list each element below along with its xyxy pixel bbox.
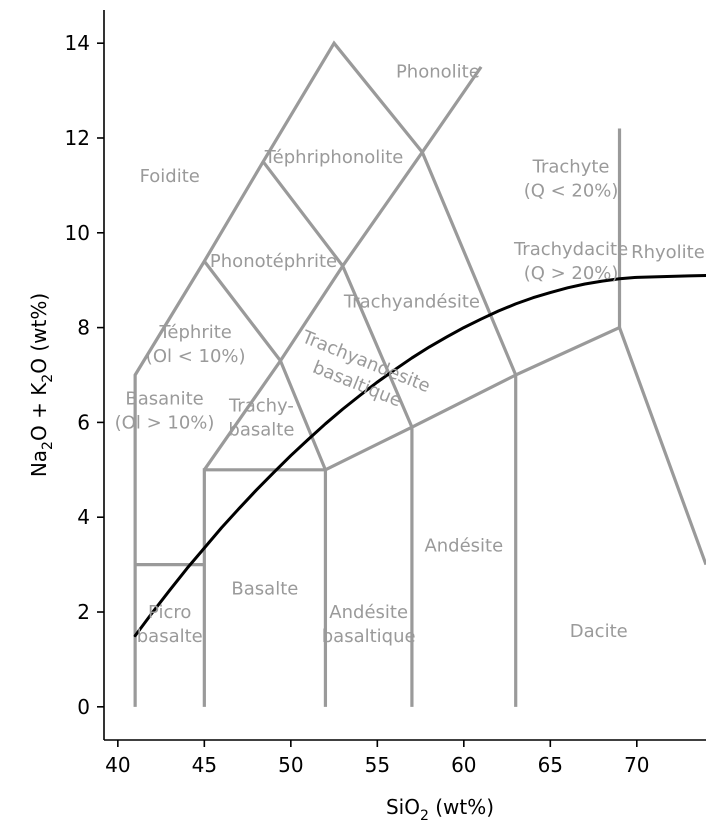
- region-label-0: Phonolite: [396, 62, 480, 83]
- region-label-5: Rhyolite: [631, 242, 705, 263]
- region-label-line: Basanite: [125, 389, 203, 410]
- y-ticks: 0 2 4 6 8 10 12 14: [65, 31, 104, 719]
- x-tick-label: 40: [105, 753, 130, 777]
- region-label-12: Andésite: [424, 536, 503, 557]
- region-label-11: Trachy-basalte: [228, 396, 294, 441]
- region-label-line: (Q < 20%): [524, 180, 619, 201]
- boundary-line-8: [203, 260, 414, 428]
- region-label-line: Téphriphonolite: [264, 147, 404, 168]
- y-label-part1: Na: [27, 450, 51, 477]
- region-label-line: Andésite: [329, 602, 408, 623]
- y-tick-label: 0: [77, 695, 90, 719]
- region-label-line: Basalte: [231, 578, 298, 599]
- x-axis-label: SiO2 (wt%): [386, 795, 494, 824]
- y-tick-label: 2: [77, 600, 90, 624]
- region-label-line: basaltique: [322, 626, 416, 647]
- y-label-sub2: 2: [40, 374, 56, 383]
- region-label-6: Phonotéphrite: [210, 251, 337, 272]
- y-tick-label: 8: [77, 316, 90, 340]
- region-label-line: (Ol < 10%): [146, 346, 246, 367]
- boundary-line-9: [261, 65, 483, 269]
- region-label-line: Trachyte: [532, 156, 610, 177]
- x-tick-label: 65: [538, 753, 563, 777]
- region-label-2: Téphriphonolite: [264, 147, 404, 168]
- x-label-unit: (wt%): [429, 795, 494, 819]
- y-tick-label: 14: [65, 31, 90, 55]
- region-label-line: (Q > 20%): [524, 263, 619, 284]
- x-tick-label: 45: [192, 753, 217, 777]
- x-ticks: 40 45 50 55 60 65 70: [105, 740, 650, 777]
- region-labels: Phonolite Foidite Téphriphonolite Trachyte (…: [115, 62, 705, 647]
- y-tick-label: 4: [77, 505, 90, 529]
- region-label-line: Andésite: [424, 536, 503, 557]
- region-label-line: basalte: [228, 420, 294, 441]
- region-label-4: Trachydacite (Q > 20%): [513, 239, 628, 284]
- region-label-line: Rhyolite: [631, 242, 705, 263]
- y-label-part3: O (wt%): [27, 293, 51, 374]
- region-label-line: Foidite: [140, 166, 200, 187]
- x-tick-label: 50: [278, 753, 303, 777]
- region-label-line: Téphrite: [158, 322, 231, 343]
- region-label-line: Trachyandésite: [343, 292, 480, 313]
- x-tick-label: 70: [624, 753, 649, 777]
- y-label-part2: O + K: [27, 382, 51, 441]
- y-tick-label: 12: [65, 126, 90, 150]
- region-label-8: Téphrite (Ol < 10%): [146, 322, 246, 367]
- region-label-line: Picro: [148, 602, 191, 623]
- region-label-3: Trachyte (Q < 20%): [524, 156, 619, 201]
- y-label-sub1: 2: [40, 441, 56, 450]
- y-tick-label: 10: [65, 221, 90, 245]
- region-label-16: Dacite: [570, 621, 628, 642]
- region-label-7: Trachyandésite: [343, 292, 480, 313]
- x-tick-label: 55: [365, 753, 390, 777]
- x-label-sub: 2: [420, 808, 429, 824]
- x-label-base: SiO: [386, 795, 420, 819]
- series-line-0: [133, 273, 706, 638]
- data-series: [133, 273, 706, 638]
- boundary-lines: [133, 40, 706, 707]
- region-label-14: Picro basalte: [137, 602, 203, 647]
- y-axis-label: Na2O + K2O (wt%): [27, 293, 56, 477]
- region-label-line: Phonolite: [396, 62, 480, 83]
- region-label-line: Trachydacite: [513, 239, 628, 260]
- x-tick-label: 60: [451, 753, 476, 777]
- y-tick-label: 6: [77, 410, 90, 434]
- region-label-line: (Ol > 10%): [115, 413, 215, 434]
- region-label-line: basalte: [137, 626, 203, 647]
- boundary-line-0: [133, 40, 706, 707]
- region-label-13: Basalte: [231, 578, 298, 599]
- region-label-1: Foidite: [140, 166, 200, 187]
- region-label-9: Trachyandesitebasaltique: [289, 326, 433, 419]
- region-label-15: Andésite basaltique: [322, 602, 416, 647]
- region-label-line: Phonotéphrite: [210, 251, 337, 272]
- region-label-line: Dacite: [570, 621, 628, 642]
- region-label-10: Basanite (Ol > 10%): [115, 389, 215, 434]
- boundary-line-2: [202, 468, 328, 707]
- region-label-line: Trachy-: [228, 396, 294, 417]
